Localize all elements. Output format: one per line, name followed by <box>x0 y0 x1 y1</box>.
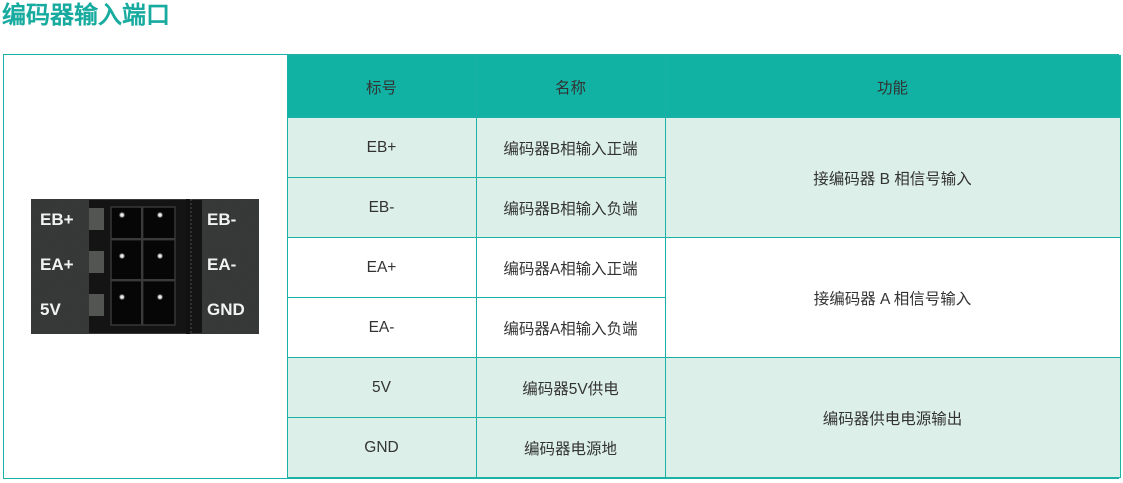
svg-text:5V: 5V <box>40 300 61 319</box>
svg-text:EA+: EA+ <box>40 255 74 274</box>
svg-text:EB-: EB- <box>207 210 236 229</box>
svg-text:EA-: EA- <box>207 255 236 274</box>
svg-text:EB+: EB+ <box>40 210 74 229</box>
svg-text:GND: GND <box>207 300 245 319</box>
